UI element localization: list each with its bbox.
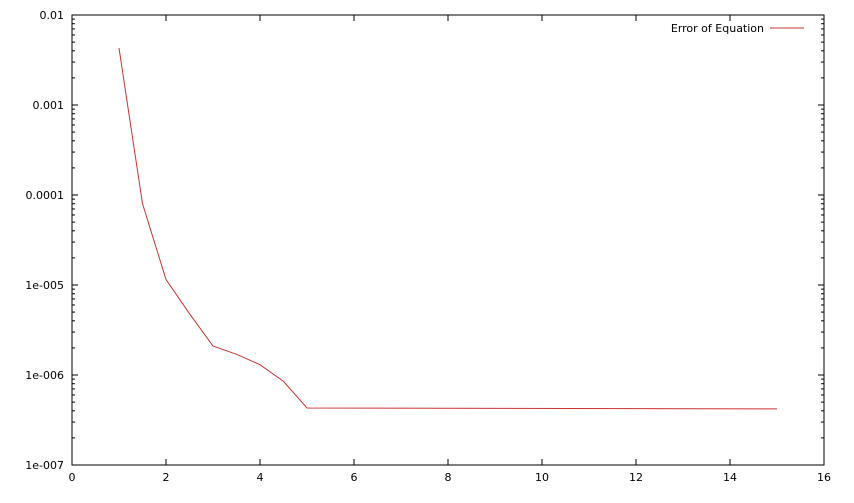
legend: Error of Equation	[671, 22, 804, 35]
series-lines	[118, 47, 778, 410]
x-tick-label: 12	[629, 471, 643, 484]
y-tick-label: 1e-007	[25, 459, 64, 472]
y-tick-label: 1e-005	[25, 279, 64, 292]
series-line	[118, 47, 778, 410]
x-tick-label: 6	[351, 471, 358, 484]
x-tick-label: 10	[535, 471, 549, 484]
x-tick-label: 0	[69, 471, 76, 484]
axis-ticks: 0 2 4 6 8 10 12 14 16 1e-007 1e-006 1e-005 0.0001 0.0…	[25, 9, 831, 484]
x-tick-label: 16	[817, 471, 831, 484]
x-tick-label: 14	[723, 471, 737, 484]
legend-label: Error of Equation	[671, 22, 764, 35]
x-tick-label: 4	[257, 471, 264, 484]
x-tick-label: 8	[445, 471, 452, 484]
y-tick-label: 0.0001	[26, 189, 65, 202]
y-tick-label: 0.01	[40, 9, 65, 22]
y-tick-label: 0.001	[33, 99, 65, 112]
x-tick-label: 2	[163, 471, 170, 484]
plot-frame	[71, 14, 825, 466]
y-tick-label: 1e-006	[25, 369, 64, 382]
